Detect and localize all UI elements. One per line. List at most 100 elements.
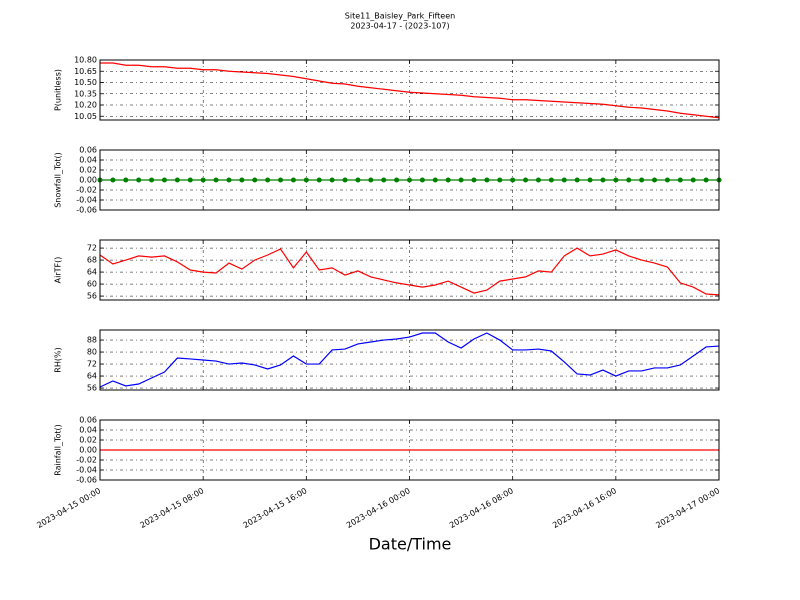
- data-point: [690, 177, 696, 183]
- data-line: [99, 332, 720, 388]
- data-point: [484, 177, 490, 183]
- y-tick-label: 0.04: [79, 156, 97, 165]
- y-tick-label: 0.02: [79, 166, 97, 175]
- data-point: [407, 177, 412, 183]
- data-point: [561, 177, 567, 183]
- x-tick-label: 2023-04-15 16:00: [242, 486, 309, 530]
- data-point: [368, 177, 374, 183]
- data-point: [290, 177, 296, 183]
- data-point: [574, 177, 580, 183]
- data-point: [677, 177, 683, 183]
- x-tick-label: 2023-04-15 08:00: [138, 486, 205, 530]
- y-tick-label: -0.06: [76, 206, 97, 215]
- data-point: [510, 177, 516, 183]
- data-point: [303, 177, 309, 183]
- y-tick-label: 10.80: [74, 56, 97, 65]
- y-axis-label: AirTF(): [54, 257, 63, 284]
- data-line: [100, 62, 720, 119]
- data-point: [703, 177, 709, 183]
- x-tick-label: 2023-04-17 00:00: [654, 486, 721, 530]
- data-point: [587, 177, 593, 183]
- data-point: [652, 177, 658, 183]
- y-axis-label: Snowfall_Tot(): [54, 152, 63, 208]
- y-tick-label: 64: [87, 268, 97, 277]
- data-point: [213, 177, 219, 183]
- y-tick-label: 10.05: [74, 112, 97, 121]
- data-point: [123, 177, 129, 183]
- y-tick-label: 80: [87, 348, 97, 357]
- y-tick-label: -0.04: [76, 196, 97, 205]
- x-axis-label: Date/Time: [369, 535, 452, 554]
- data-point: [342, 177, 348, 183]
- x-tick-label: 2023-04-16 00:00: [345, 486, 412, 530]
- y-tick-label: 10.65: [74, 67, 97, 76]
- y-tick-label: 72: [87, 244, 97, 253]
- y-tick-label: -0.02: [76, 456, 97, 465]
- data-point: [149, 177, 155, 183]
- data-point: [394, 177, 400, 183]
- data-point: [161, 177, 167, 183]
- data-point: [471, 177, 477, 183]
- y-tick-label: 64: [87, 372, 97, 381]
- y-tick-label: 0.00: [79, 176, 97, 185]
- data-point: [626, 177, 632, 183]
- y-tick-label: 56: [87, 384, 97, 393]
- figure-title: Site11_Baisley_Park_Fifteen: [345, 12, 455, 21]
- data-point: [187, 177, 193, 183]
- y-axis-label: Rainfall_Tot(): [54, 424, 63, 476]
- y-axis-label: P(unitless): [54, 69, 63, 111]
- axes-frame: [99, 239, 720, 301]
- y-tick-label: 56: [87, 292, 97, 301]
- y-tick-label: 0.06: [79, 416, 97, 425]
- data-point: [174, 177, 180, 183]
- y-tick-label: -0.06: [76, 476, 97, 485]
- y-tick-label: 10.20: [74, 101, 97, 110]
- data-point: [523, 177, 529, 183]
- y-axis-label: RH(%): [54, 347, 63, 372]
- y-tick-label: 88: [87, 336, 97, 345]
- data-point: [432, 177, 438, 183]
- data-point: [200, 177, 206, 183]
- x-tick-label: 2023-04-16 16:00: [551, 486, 618, 530]
- data-point: [613, 177, 619, 183]
- data-point: [600, 177, 606, 183]
- axes-frame: [99, 329, 720, 391]
- data-point: [239, 177, 245, 183]
- y-tick-label: 68: [87, 256, 97, 265]
- y-tick-label: 0.06: [79, 146, 97, 155]
- data-point: [136, 177, 142, 183]
- data-point: [355, 177, 361, 183]
- data-point: [316, 177, 322, 183]
- data-point: [329, 177, 335, 183]
- data-point: [278, 177, 284, 183]
- y-tick-label: 72: [87, 360, 97, 369]
- y-tick-label: -0.02: [76, 186, 97, 195]
- y-tick-label: 10.35: [74, 89, 97, 98]
- data-point: [381, 177, 387, 183]
- data-point: [497, 177, 503, 183]
- data-line: [99, 247, 720, 296]
- data-point: [548, 177, 554, 183]
- data-point: [639, 177, 645, 183]
- axes-frame: [99, 419, 720, 481]
- data-point: [265, 177, 271, 183]
- data-point: [226, 177, 232, 183]
- y-tick-label: 0.00: [79, 446, 97, 455]
- data-point: [419, 177, 425, 183]
- data-point: [252, 177, 258, 183]
- data-point: [458, 177, 464, 183]
- y-tick-label: 0.04: [79, 426, 97, 435]
- data-point: [664, 177, 670, 183]
- axes-frame: [99, 149, 720, 211]
- figure-subtitle: 2023-04-17 - (2023-107): [350, 22, 449, 31]
- x-tick-label: 2023-04-16 08:00: [448, 486, 515, 530]
- y-tick-label: -0.04: [76, 466, 97, 475]
- y-tick-label: 60: [87, 280, 97, 289]
- data-point: [445, 177, 451, 183]
- data-point: [535, 177, 541, 183]
- y-tick-label: 0.02: [79, 436, 97, 445]
- data-point: [110, 177, 116, 183]
- axes-frame: [99, 59, 720, 121]
